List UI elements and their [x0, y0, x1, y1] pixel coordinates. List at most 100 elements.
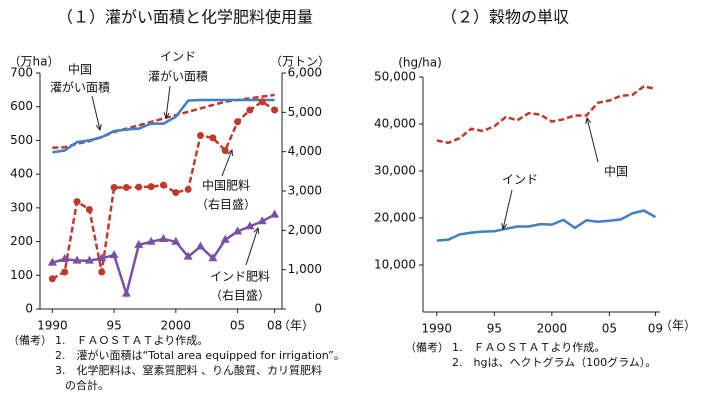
x-tick-label: 05 [230, 319, 245, 333]
point [270, 209, 280, 218]
point [122, 183, 130, 191]
y-tick-label: 500 [10, 133, 33, 147]
point [245, 221, 255, 230]
point [271, 106, 279, 114]
point [209, 134, 217, 142]
annotation: 中国肥料 [202, 178, 250, 193]
point [134, 239, 144, 248]
point [197, 132, 205, 140]
point [146, 236, 156, 245]
y2-tick-label: 5,000 [288, 105, 322, 119]
chart-title: （１）灌がい面積と化学肥料使用量 [57, 8, 313, 27]
annotation-arrow [221, 149, 233, 177]
y-tick-label: 300 [10, 200, 33, 214]
annotation: 中国 [604, 164, 628, 179]
point [258, 98, 266, 106]
y-tick-label: 10,000 [374, 258, 416, 272]
point [60, 254, 70, 263]
point [121, 288, 131, 297]
series-line [436, 85, 656, 145]
note-line: 1. ＦＡＯＳＴＡＴより作成。 [55, 334, 208, 347]
point [172, 189, 180, 197]
y-axis-label: (hg/ha) [398, 56, 442, 70]
y2-tick-label: 6,000 [288, 66, 322, 80]
x-tick-label: 95 [106, 319, 121, 333]
annotation: インド [502, 173, 538, 187]
x-tick-label: 08 [267, 319, 282, 333]
note-line: 2. 灌がい面積は“Total area equipped for irriga… [55, 348, 345, 362]
y-tick-label: 40,000 [374, 117, 416, 131]
arrow-head [253, 226, 260, 235]
y-axis-label: （万ha） [9, 55, 60, 69]
note-line: 1. ＦＡＯＳＴＡＴより作成。 [452, 341, 605, 354]
annotation: 灌がい面積 [148, 69, 208, 84]
x-tick-label: 1990 [422, 322, 453, 336]
y-tick-label: 30,000 [374, 164, 416, 178]
x-tick-label: 09 [648, 322, 663, 336]
point [84, 255, 94, 264]
point [61, 268, 69, 276]
annotation-arrow [165, 85, 171, 119]
note-prefix: （備考） [8, 334, 52, 347]
point [220, 234, 230, 243]
arrow-head [163, 112, 170, 120]
x-axis-label: （年） [278, 319, 314, 333]
x-tick-label: 05 [602, 322, 617, 336]
point [208, 253, 218, 262]
y2-tick-label: 4,000 [288, 144, 322, 158]
point [72, 255, 82, 264]
point [109, 250, 119, 259]
annotation-arrow [502, 189, 513, 230]
annotation: （右目盛） [210, 288, 270, 303]
point [73, 198, 81, 206]
y-tick-label: 200 [10, 234, 33, 248]
x-axis-label: （年） [660, 319, 696, 333]
annotation: 灌がい面積 [50, 80, 110, 95]
y-tick-label: 400 [10, 167, 33, 181]
series-line [436, 209, 657, 242]
annotation-arrow [245, 227, 259, 266]
point [97, 253, 107, 262]
note-prefix: （備考） [405, 341, 449, 354]
y-tick-label: 600 [10, 99, 33, 113]
chart-title: （２）穀物の単収 [441, 8, 569, 27]
point [183, 251, 193, 260]
point [221, 146, 229, 154]
y2-tick-label: 3,000 [288, 184, 322, 198]
arrow-head [585, 116, 592, 124]
point [110, 183, 118, 191]
x-tick-label: 2000 [537, 322, 568, 336]
x-tick-label: 2000 [161, 319, 192, 333]
y-tick-label: 0 [25, 302, 33, 316]
y-tick-label: 100 [10, 268, 33, 282]
y2-tick-label: 1,000 [288, 262, 322, 276]
x-tick-label: 95 [487, 322, 502, 336]
arrow-head [227, 148, 233, 157]
point [233, 226, 243, 235]
x-tick-label: 1990 [37, 319, 68, 333]
note-line: 2. hgは、ヘクトグラム（100グラム）。 [452, 355, 656, 369]
annotation-arrow [91, 95, 101, 131]
y2-tick-label: 0 [314, 302, 322, 316]
annotation: 中国 [68, 62, 92, 77]
point [158, 233, 168, 242]
point [98, 268, 106, 276]
point [85, 205, 93, 213]
point [135, 183, 143, 191]
point [159, 181, 167, 189]
point [196, 241, 206, 250]
y-tick-label: 50,000 [374, 70, 416, 84]
annotation: インド [160, 50, 196, 64]
arrow-head [501, 223, 508, 231]
y2-tick-label: 2,000 [288, 223, 322, 237]
note-line: 3. 化学肥料は、窒素質肥料 、りん酸質、カリ質肥料 [55, 363, 322, 377]
y-tick-label: 700 [10, 66, 33, 80]
arrow-head [95, 124, 102, 132]
point [47, 257, 57, 266]
series-line [52, 98, 275, 154]
point [257, 216, 267, 225]
point [184, 185, 192, 193]
note-line: の合計。 [65, 378, 109, 392]
point [48, 275, 56, 283]
